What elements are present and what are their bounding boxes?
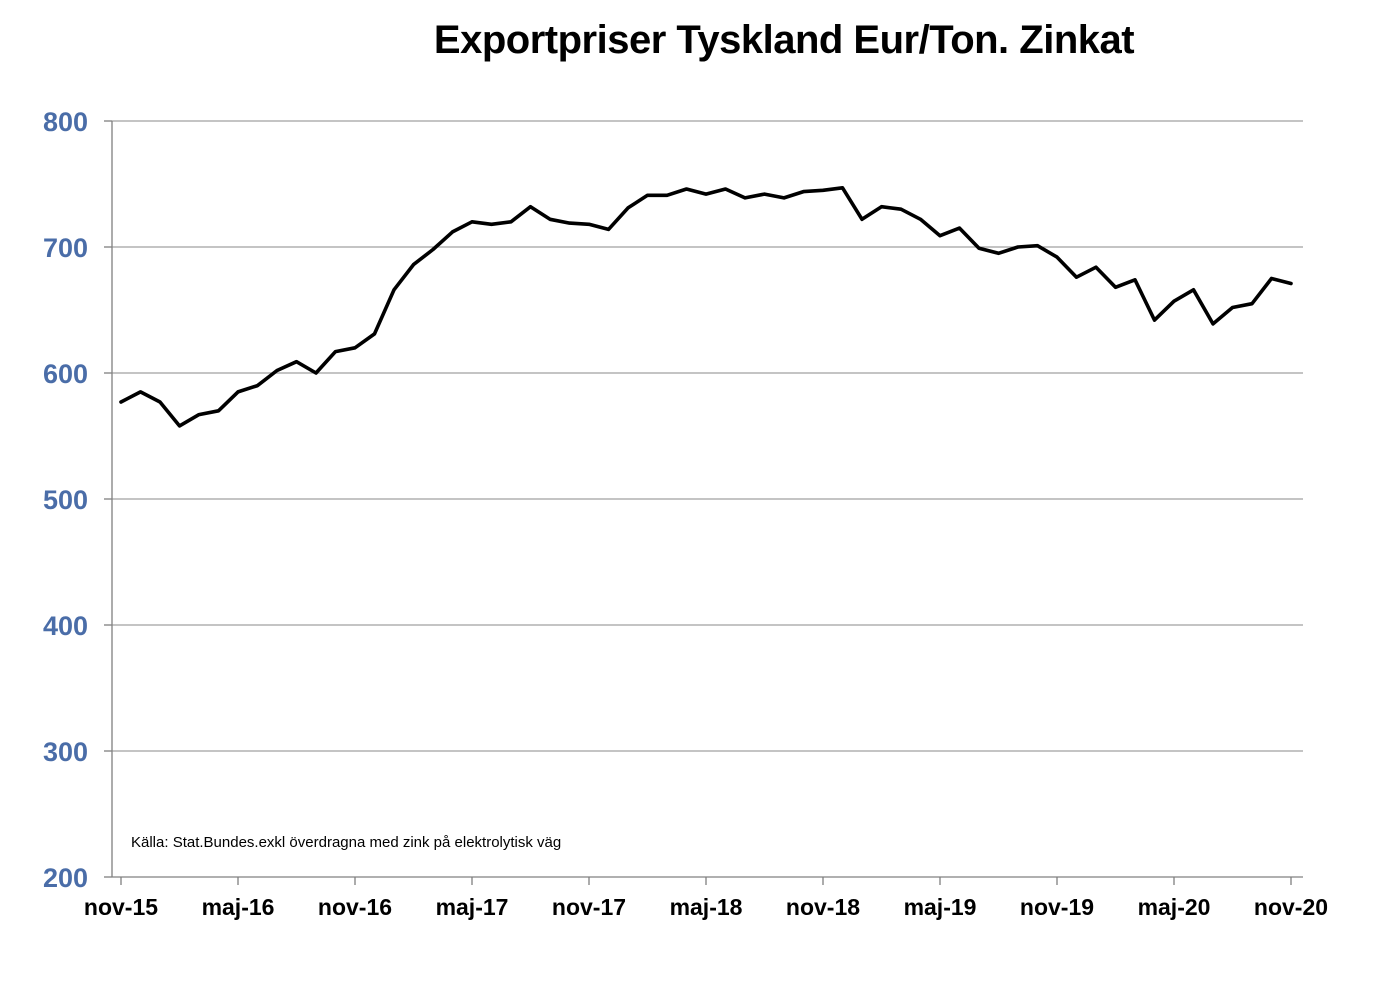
data-point bbox=[841, 186, 844, 190]
x-tick-label: nov-17 bbox=[552, 894, 626, 920]
data-point bbox=[392, 288, 396, 292]
y-tick-label: 300 bbox=[43, 737, 88, 767]
data-point bbox=[314, 371, 318, 375]
data-point bbox=[256, 384, 259, 388]
x-tick-label: nov-18 bbox=[786, 894, 860, 920]
data-point bbox=[1211, 322, 1215, 326]
source-annotation: Källa: Stat.Bundes.exkl överdragna med z… bbox=[131, 834, 561, 851]
data-point bbox=[743, 196, 747, 200]
data-point bbox=[412, 263, 415, 267]
x-tick-label: maj-16 bbox=[202, 894, 275, 920]
x-tick-label: maj-18 bbox=[670, 894, 743, 920]
data-point bbox=[1036, 244, 1039, 248]
y-axis-tick-labels: 200 300 400 500 600 700 800 bbox=[43, 107, 88, 893]
data-point bbox=[373, 332, 376, 336]
data-point bbox=[1016, 245, 1020, 249]
data-point bbox=[217, 409, 220, 413]
data-point bbox=[1289, 282, 1293, 286]
data-point bbox=[509, 220, 513, 224]
data-point bbox=[1114, 285, 1117, 289]
data-point bbox=[958, 226, 961, 230]
data-point bbox=[431, 248, 435, 252]
data-point bbox=[587, 222, 591, 226]
data-point bbox=[470, 220, 474, 224]
chart-title: Exportpriser Tyskland Eur/Ton. Zinkat bbox=[433, 18, 1135, 62]
series-line bbox=[119, 186, 1293, 428]
data-point bbox=[724, 187, 727, 191]
data-point bbox=[607, 227, 610, 231]
data-point bbox=[977, 246, 981, 250]
data-point bbox=[451, 230, 454, 234]
data-point bbox=[529, 205, 532, 209]
data-point bbox=[763, 192, 766, 196]
y-tick-label: 500 bbox=[43, 485, 88, 515]
x-tick-label: nov-16 bbox=[318, 894, 392, 920]
data-point bbox=[236, 390, 240, 394]
data-point bbox=[197, 413, 201, 417]
series-layer bbox=[119, 186, 1293, 428]
x-tick-label: maj-20 bbox=[1138, 894, 1211, 920]
data-point bbox=[802, 190, 805, 194]
y-tick-label: 200 bbox=[43, 863, 88, 893]
x-tick-label: maj-19 bbox=[904, 894, 977, 920]
data-point bbox=[665, 193, 669, 197]
data-point bbox=[1192, 288, 1195, 292]
x-axis-tick-labels: nov-15 maj-16 nov-16 maj-17 nov-17 maj-18 nov-… bbox=[84, 894, 1328, 920]
data-point bbox=[1075, 275, 1078, 279]
y-tick-label: 700 bbox=[43, 233, 88, 263]
data-point bbox=[568, 221, 571, 225]
x-tick-label: nov-15 bbox=[84, 894, 158, 920]
data-point bbox=[821, 188, 825, 192]
data-point bbox=[295, 360, 298, 364]
data-point bbox=[919, 217, 922, 221]
data-point bbox=[1270, 277, 1273, 280]
x-tick-label: nov-20 bbox=[1254, 894, 1328, 920]
x-tick-label: nov-19 bbox=[1020, 894, 1094, 920]
data-point bbox=[275, 368, 279, 372]
data-point bbox=[178, 424, 181, 428]
data-point bbox=[158, 400, 162, 404]
data-point bbox=[1153, 318, 1156, 322]
data-point bbox=[938, 234, 942, 238]
data-point bbox=[880, 205, 883, 209]
data-point bbox=[1172, 299, 1176, 303]
data-point bbox=[353, 346, 357, 350]
data-point bbox=[119, 400, 123, 404]
data-point bbox=[548, 217, 552, 221]
y-tick-label: 400 bbox=[43, 611, 88, 641]
data-point bbox=[997, 251, 1000, 255]
data-point bbox=[1133, 278, 1137, 282]
data-point bbox=[1094, 265, 1098, 269]
data-point bbox=[782, 196, 786, 200]
data-point bbox=[626, 206, 630, 210]
y-tick-label: 600 bbox=[43, 359, 88, 389]
y-tick-label: 800 bbox=[43, 107, 88, 137]
data-point bbox=[1231, 305, 1234, 309]
axes bbox=[104, 120, 1303, 885]
data-point bbox=[704, 192, 708, 196]
data-point bbox=[1250, 302, 1254, 306]
data-point bbox=[334, 350, 337, 354]
x-tick-label: maj-17 bbox=[436, 894, 509, 920]
data-point bbox=[1055, 255, 1059, 259]
data-point bbox=[685, 187, 688, 191]
data-point bbox=[646, 193, 649, 197]
data-point bbox=[490, 222, 493, 226]
data-point bbox=[899, 207, 903, 211]
data-point bbox=[139, 390, 142, 394]
data-point bbox=[860, 217, 864, 221]
gridlines bbox=[112, 120, 1303, 752]
